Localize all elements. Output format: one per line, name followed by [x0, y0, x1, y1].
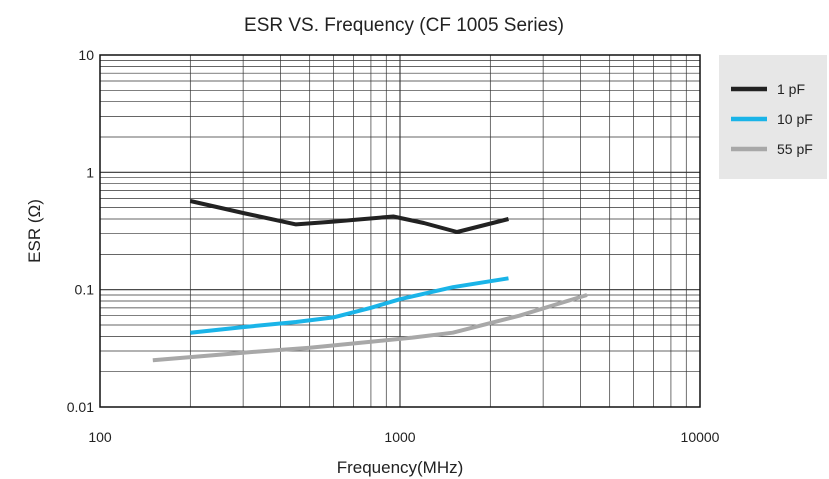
y-tick-label: 0.01: [67, 399, 94, 415]
x-tick-label: 10000: [681, 429, 720, 445]
x-axis-ticks: 100 1000 10000: [88, 429, 719, 445]
series-line-2: [190, 276, 509, 335]
chart-title: ESR VS. Frequency (CF 1005 Series): [244, 15, 564, 36]
grid: [100, 55, 700, 407]
legend-label: 10 pF: [777, 111, 813, 127]
series-lines: [152, 199, 588, 363]
y-axis-label: ESR (Ω): [25, 199, 44, 263]
plot-area-frame: [99, 54, 701, 408]
y-axis-ticks: 0.01 0.1 1 10: [67, 47, 94, 415]
y-tick-label: 10: [78, 47, 94, 63]
legend-label: 55 pF: [777, 141, 813, 157]
series-line-3: [152, 293, 588, 363]
series-line-1: [189, 199, 509, 234]
y-tick-label: 1: [86, 164, 94, 180]
legend-label: 1 pF: [777, 81, 805, 97]
y-tick-label: 0.1: [75, 282, 95, 298]
x-tick-label: 1000: [384, 429, 415, 445]
x-tick-label: 100: [88, 429, 112, 445]
x-axis-label: Frequency(MHz): [337, 458, 464, 477]
legend: 1 pF 10 pF 55 pF: [719, 55, 827, 179]
